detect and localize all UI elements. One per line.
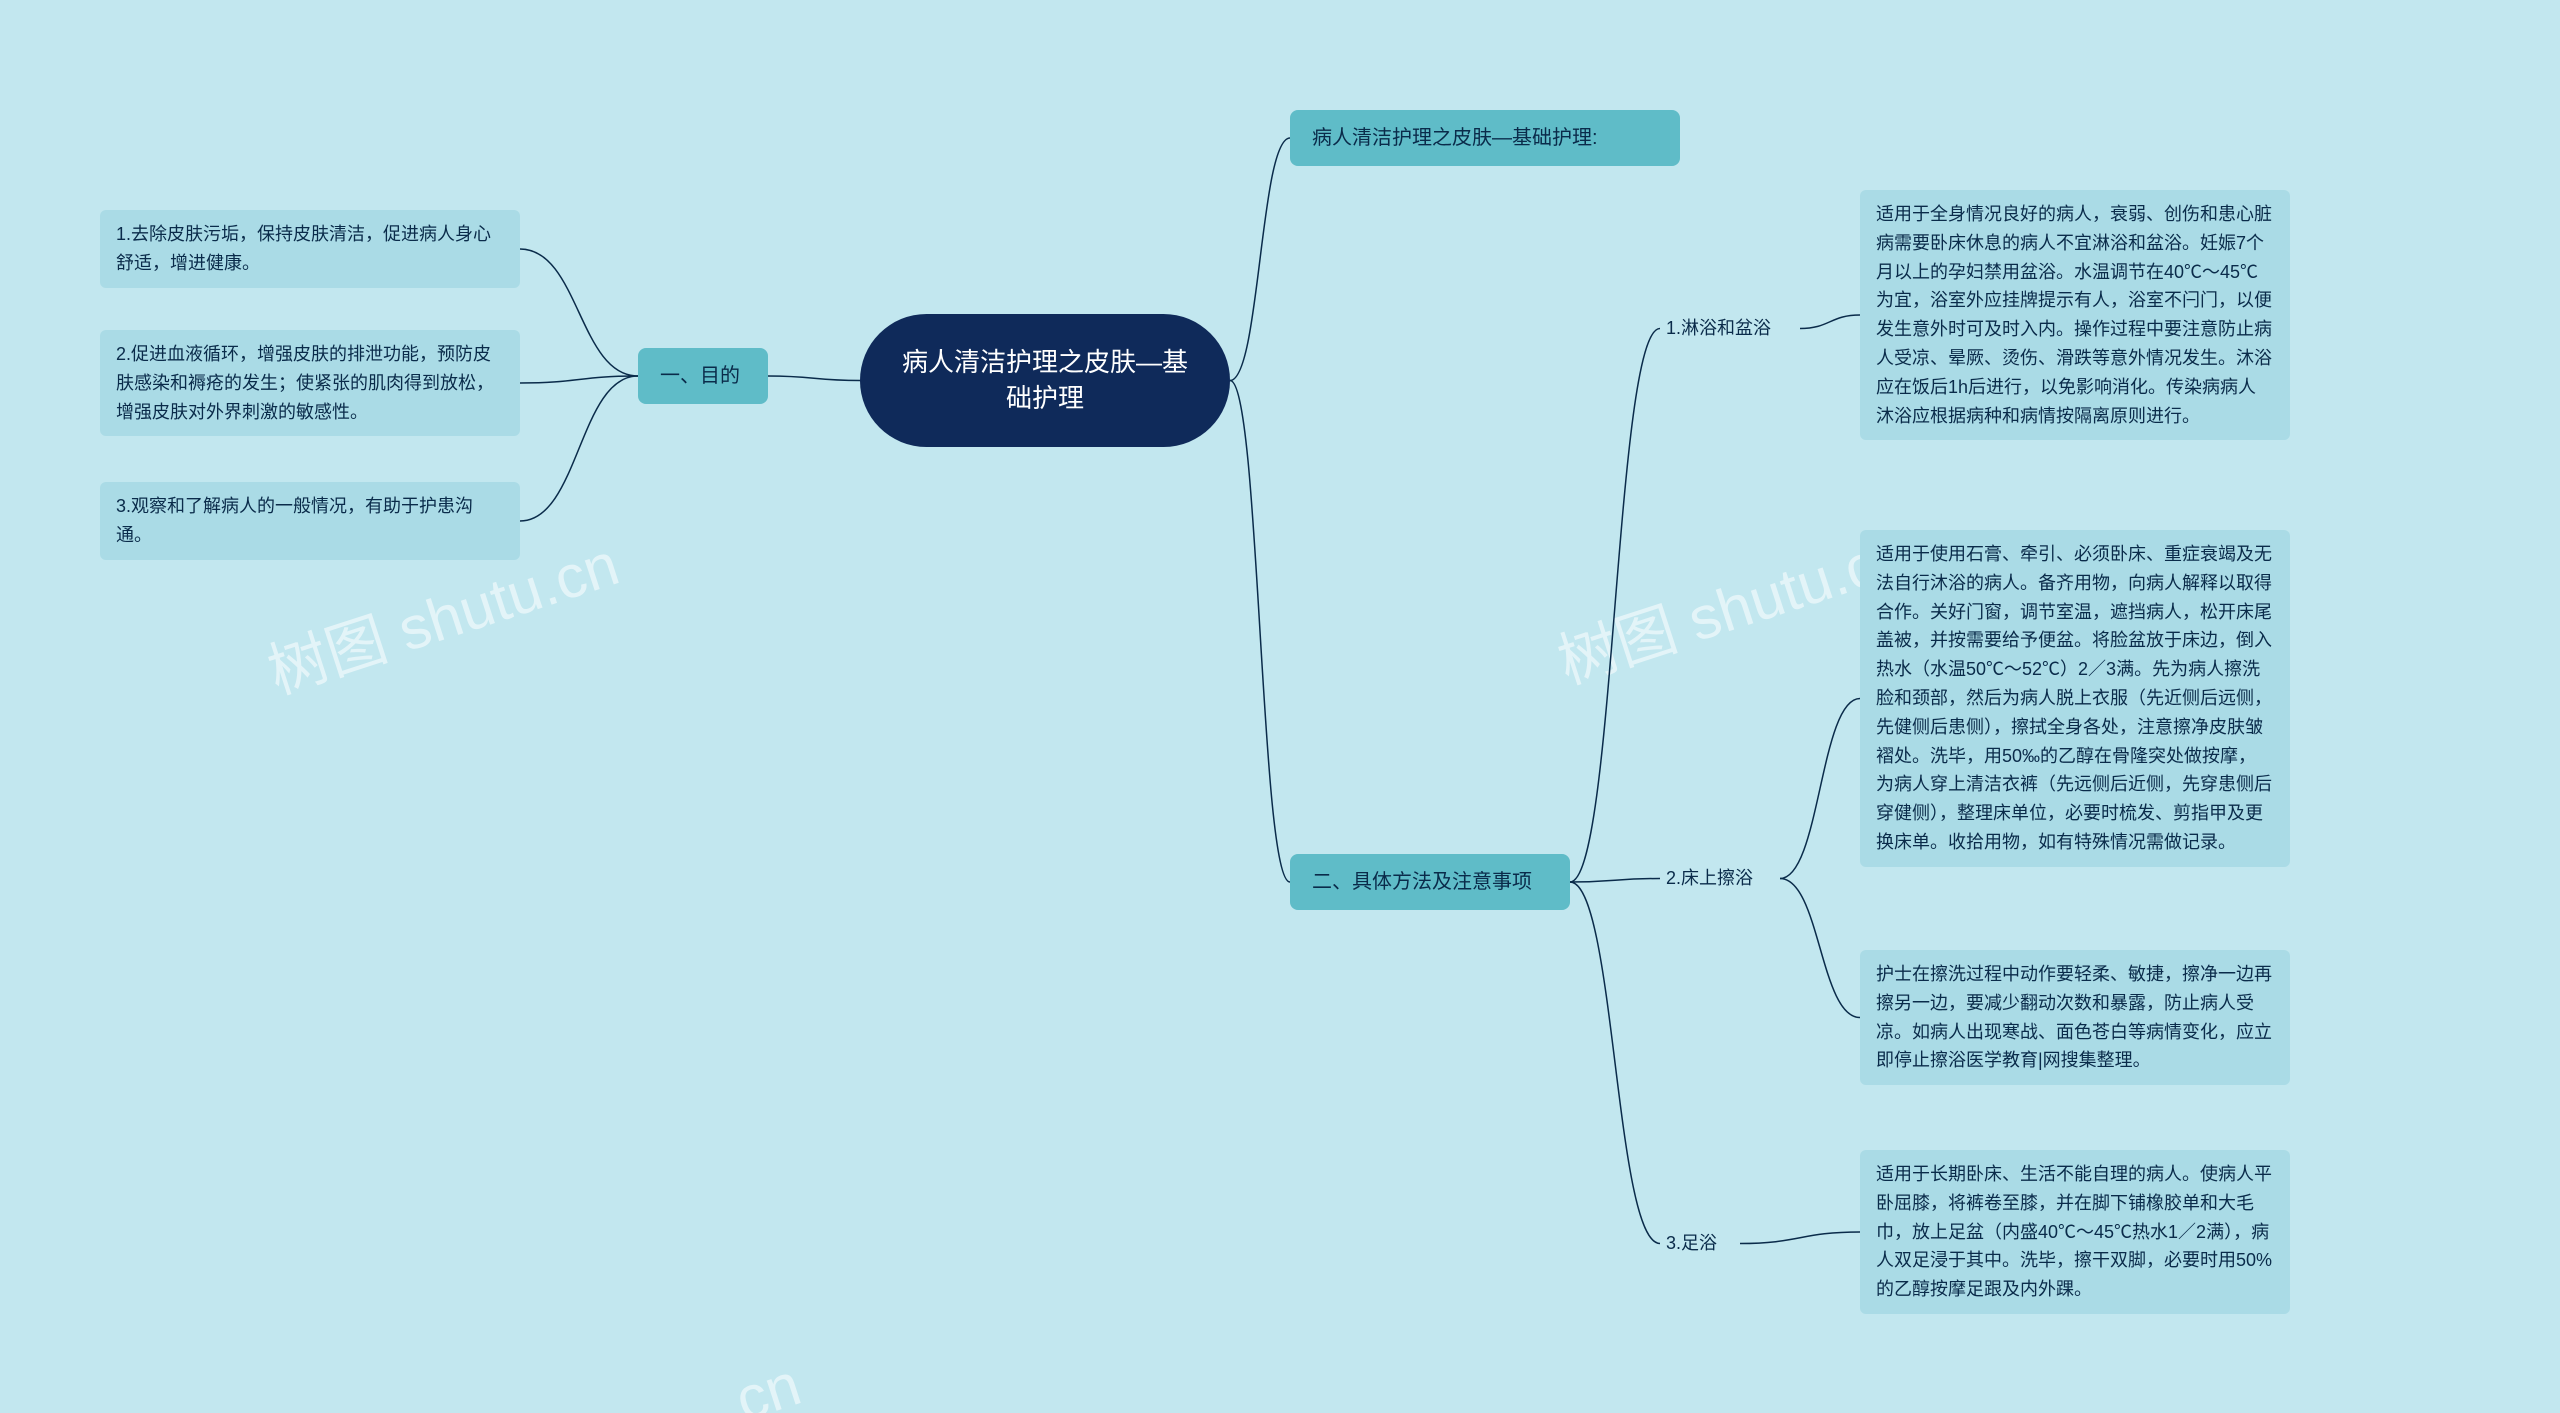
branch-methods: 二、具体方法及注意事项 xyxy=(1290,854,1570,910)
method-3-label: 3.足浴 xyxy=(1660,1225,1740,1262)
watermark: .cn xyxy=(711,1349,808,1413)
method-1-label: 1.淋浴和盆浴 xyxy=(1660,310,1800,347)
root-node: 病人清洁护理之皮肤—基 础护理 xyxy=(860,314,1230,447)
root-line1: 病人清洁护理之皮肤—基 xyxy=(900,344,1190,380)
branch-purpose: 一、目的 xyxy=(638,348,768,404)
purpose-item-3: 3.观察和了解病人的一般情况，有助于护患沟通。 xyxy=(100,482,520,560)
method-2-detail-a: 适用于使用石膏、牵引、必须卧床、重症衰竭及无法自行沐浴的病人。备齐用物，向病人解… xyxy=(1860,530,2290,867)
method-1-detail: 适用于全身情况良好的病人，衰弱、创伤和患心脏病需要卧床休息的病人不宜淋浴和盆浴。… xyxy=(1860,190,2290,440)
method-3-detail: 适用于长期卧床、生活不能自理的病人。使病人平卧屈膝，将裤卷至膝，并在脚下铺橡胶单… xyxy=(1860,1150,2290,1314)
branch-overview: 病人清洁护理之皮肤—基础护理: xyxy=(1290,110,1680,166)
method-2-label: 2.床上擦浴 xyxy=(1660,860,1780,897)
purpose-item-1: 1.去除皮肤污垢，保持皮肤清洁，促进病人身心舒适，增进健康。 xyxy=(100,210,520,288)
root-line2: 础护理 xyxy=(900,380,1190,416)
method-2-detail-b: 护士在擦洗过程中动作要轻柔、敏捷，擦净一边再擦另一边，要减少翻动次数和暴露，防止… xyxy=(1860,950,2290,1085)
purpose-item-2: 2.促进血液循环，增强皮肤的排泄功能，预防皮肤感染和褥疮的发生；使紧张的肌肉得到… xyxy=(100,330,520,436)
